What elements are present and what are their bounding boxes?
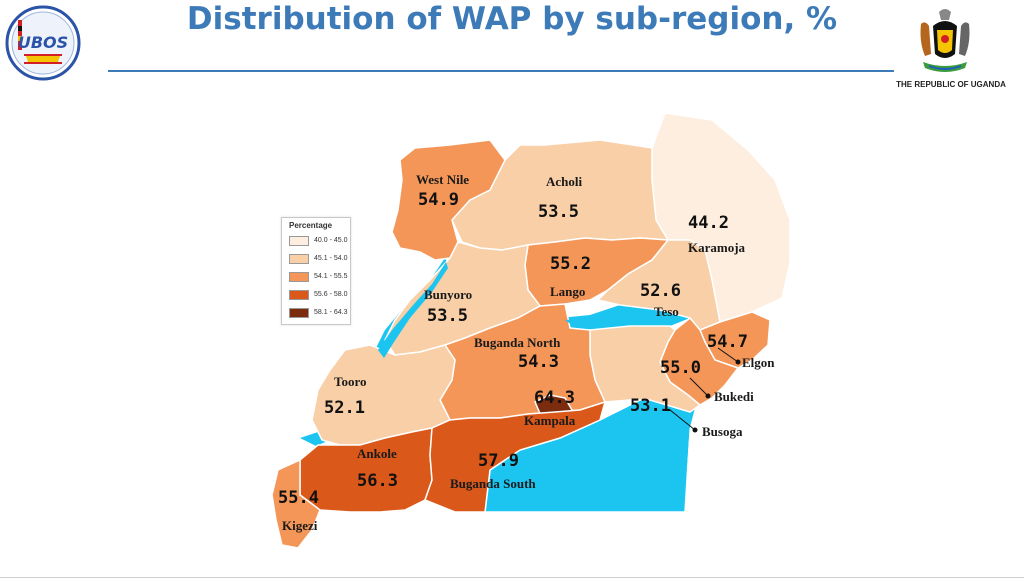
region-label-bunyoro: Bunyoro bbox=[424, 287, 473, 302]
elgon-pointer-dot bbox=[735, 359, 741, 365]
elgon-pointer bbox=[717, 347, 739, 363]
map-legend: Percentage 40.0 - 45.0 45.1 - 54.0 54.1 … bbox=[281, 217, 351, 325]
lake-kyoga-inner bbox=[565, 309, 680, 326]
region-value-busoga: 53.1 bbox=[630, 396, 671, 416]
legend-item: 54.1 - 55.5 bbox=[289, 272, 349, 282]
legend-label: 55.6 - 58.0 bbox=[314, 291, 348, 298]
region-label-tooro: Tooro bbox=[334, 374, 367, 389]
region-label-kigezi: Kigezi bbox=[282, 518, 318, 533]
legend-swatch bbox=[289, 272, 309, 282]
busoga-pointer-dot bbox=[692, 427, 698, 433]
legend-item: 45.1 - 54.0 bbox=[289, 254, 349, 264]
title-underline bbox=[108, 70, 894, 72]
region-value-buganda-north: 54.3 bbox=[518, 352, 559, 372]
legend-swatch bbox=[289, 290, 309, 300]
ubos-logo: UBOS bbox=[4, 4, 82, 82]
region-value-lango: 55.2 bbox=[550, 254, 591, 274]
lake-albert-inner bbox=[378, 262, 448, 358]
region-label-elgon: Elgon bbox=[742, 355, 775, 370]
region-value-kigezi: 55.4 bbox=[278, 488, 319, 508]
region-value-kampala: 64.3 bbox=[534, 388, 575, 408]
region-value-buganda-south: 57.9 bbox=[478, 451, 519, 471]
page-title: Distribution of WAP by sub-region, % bbox=[186, 1, 838, 37]
uganda-wap-map bbox=[271, 112, 791, 549]
legend-swatch bbox=[289, 308, 309, 318]
region-kigezi bbox=[271, 458, 321, 549]
legend-label: 58.1 - 64.3 bbox=[314, 309, 348, 316]
region-label-karamoja: Karamoja bbox=[688, 240, 746, 255]
region-label-busoga: Busoga bbox=[702, 424, 743, 439]
region-label-bukedi: Bukedi bbox=[714, 389, 754, 404]
region-value-ankole: 56.3 bbox=[357, 471, 398, 491]
region-value-bukedi: 55.0 bbox=[660, 358, 701, 378]
region-label-kampala: Kampala bbox=[524, 413, 576, 428]
legend-label: 45.1 - 54.0 bbox=[314, 255, 348, 262]
legend-label: 54.1 - 55.5 bbox=[314, 273, 348, 280]
coat-of-arms-icon bbox=[915, 6, 975, 78]
legend-item: 58.1 - 64.3 bbox=[289, 308, 349, 318]
region-value-tooro: 52.1 bbox=[324, 398, 365, 418]
bukedi-pointer-dot bbox=[705, 393, 711, 399]
region-label-lango: Lango bbox=[550, 284, 586, 299]
republic-caption: THE REPUBLIC OF UGANDA bbox=[896, 80, 1006, 89]
region-value-teso: 52.6 bbox=[640, 281, 681, 301]
region-label-teso: Teso bbox=[654, 304, 679, 319]
legend-swatch bbox=[289, 254, 309, 264]
region-value-acholi: 53.5 bbox=[538, 202, 579, 222]
region-teso bbox=[596, 239, 721, 331]
legend-title: Percentage bbox=[289, 221, 333, 230]
region-label-ankole: Ankole bbox=[357, 446, 397, 461]
bukedi-pointer bbox=[689, 377, 709, 397]
region-value-elgon: 54.7 bbox=[707, 332, 748, 352]
region-value-bunyoro: 53.5 bbox=[427, 306, 468, 326]
legend-label: 40.0 - 45.0 bbox=[314, 237, 348, 244]
region-label-acholi: Acholi bbox=[546, 174, 583, 189]
logo-text: UBOS bbox=[18, 33, 68, 52]
region-buganda-south bbox=[424, 400, 607, 513]
lake-victoria-inner bbox=[492, 405, 690, 510]
region-value-west-nile: 54.9 bbox=[418, 190, 459, 210]
legend-item: 40.0 - 45.0 bbox=[289, 236, 349, 246]
region-label-buganda-north: Buganda North bbox=[474, 335, 561, 350]
legend-item: 55.6 - 58.0 bbox=[289, 290, 349, 300]
region-label-west-nile: West Nile bbox=[416, 172, 470, 187]
busoga-pointer bbox=[669, 409, 696, 431]
legend-swatch bbox=[289, 236, 309, 246]
region-label-buganda-south: Buganda South bbox=[450, 476, 536, 491]
footer-divider bbox=[0, 577, 1024, 578]
region-value-karamoja: 44.2 bbox=[688, 213, 729, 233]
